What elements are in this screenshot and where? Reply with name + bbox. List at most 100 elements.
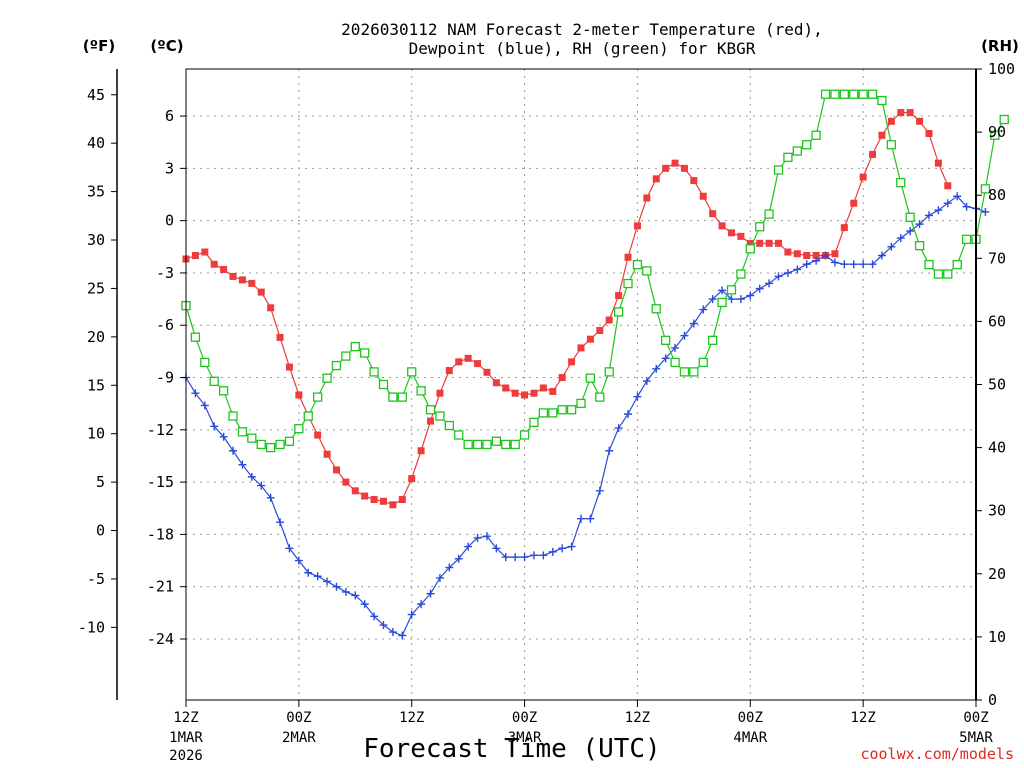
dewpoint-point <box>915 220 924 229</box>
dewpoint-point <box>586 514 595 523</box>
dewpoint-point <box>614 424 623 433</box>
rh-tick-label: 20 <box>988 565 1006 583</box>
temperature-point <box>417 447 425 455</box>
rh-point <box>322 373 332 383</box>
rh-point <box>886 140 897 150</box>
temperature-point <box>210 260 218 268</box>
fahrenheit-tick-label: 25 <box>87 279 105 297</box>
dewpoint-point <box>887 242 896 251</box>
rh-point <box>764 209 774 219</box>
rh-point <box>566 405 577 415</box>
dewpoint-point <box>464 542 473 551</box>
temperature-point <box>427 417 435 425</box>
fahrenheit-tick-label: -10 <box>78 618 105 636</box>
rh-point <box>360 348 370 358</box>
rh-point <box>454 430 464 440</box>
dewpoint-point <box>605 446 614 455</box>
temperature-point <box>380 497 387 505</box>
dewpoint-point <box>708 295 717 304</box>
temperature-point <box>436 389 444 397</box>
dewpoint-point <box>774 272 783 281</box>
temperature-point <box>596 326 604 334</box>
x-tick-label-l2: 2MAR <box>282 730 316 746</box>
dewpoint-point <box>746 291 755 300</box>
temperature-point <box>605 316 613 324</box>
rh-point <box>369 367 379 377</box>
rh-point <box>519 430 530 440</box>
temperature-point <box>586 335 594 343</box>
tick-labels: 630-3-6-9-12-15-18-21-244540353025201510… <box>78 60 1015 764</box>
fahrenheit-axis-unit: (ºF) <box>83 37 115 55</box>
rh-line <box>185 93 1005 449</box>
rh-point <box>200 357 210 368</box>
rh-tick-label: 0 <box>988 691 997 709</box>
dewpoint-point <box>661 354 670 363</box>
temperature-point <box>220 265 228 273</box>
rh-point <box>529 417 539 428</box>
dewpoint-point <box>210 422 219 431</box>
temperature-point <box>869 150 877 158</box>
temperature-point <box>624 253 632 261</box>
rh-tick-label: 50 <box>988 376 1006 394</box>
rh-point <box>811 130 821 140</box>
rh-point <box>256 439 266 450</box>
dewpoint-point <box>435 573 444 582</box>
rh-point <box>839 89 849 99</box>
dewpoint-point <box>454 554 463 563</box>
dewpoint-point <box>548 547 557 556</box>
rh-axis-unit: (RH) <box>981 37 1019 55</box>
x-tick-label-l2: 3MAR <box>508 730 542 746</box>
temperature-point <box>361 492 369 500</box>
temperature-point <box>521 391 529 399</box>
rh-point <box>914 241 925 251</box>
temperature-point <box>370 496 378 504</box>
rh-point <box>604 367 614 377</box>
celsius-tick-label: -9 <box>156 369 174 387</box>
fahrenheit-tick-label: 45 <box>87 86 105 104</box>
dewpoint-point <box>323 577 332 586</box>
axes <box>111 68 982 707</box>
fahrenheit-tick-label: 40 <box>87 134 105 152</box>
dewpoint-point <box>840 260 849 269</box>
dewpoint-point <box>736 295 745 304</box>
x-tick-label-l2: 1MAR <box>169 730 203 746</box>
temperature-point <box>652 175 660 183</box>
rh-point <box>275 439 285 450</box>
temperature-point <box>238 276 246 284</box>
dewpoint-point <box>783 268 792 277</box>
plot-frame <box>185 68 977 701</box>
temperature-point <box>511 389 519 397</box>
temperature-point <box>775 239 782 247</box>
temperature-point <box>285 363 293 371</box>
temperature-point <box>492 379 500 387</box>
temperature-point <box>765 239 773 247</box>
dewpoint-point <box>473 533 482 542</box>
temperature-point <box>812 252 820 260</box>
rh-tick-label: 80 <box>988 186 1006 204</box>
temperature-point <box>690 177 698 185</box>
dewpoint-point <box>285 544 294 553</box>
temperature-point <box>539 384 547 392</box>
rh-tick-label: 90 <box>988 123 1006 141</box>
dewpoint-point <box>924 211 933 220</box>
temperature-point <box>389 501 397 509</box>
rh-point <box>378 379 389 390</box>
rh-point <box>407 367 417 377</box>
temperature-point <box>229 272 237 280</box>
dewpoint-point <box>238 460 247 469</box>
dewpoint-point <box>257 481 266 490</box>
rh-point <box>416 386 426 396</box>
dewpoint-point <box>501 553 510 562</box>
fahrenheit-tick-label: 30 <box>87 231 105 249</box>
rh-point <box>726 285 737 295</box>
rh-point <box>877 95 887 106</box>
rh-point <box>557 405 567 415</box>
temperature-point <box>615 292 623 300</box>
dewpoint-point <box>482 532 491 541</box>
rh-point <box>943 269 953 279</box>
dewpoint-point <box>699 305 708 314</box>
temperature-point <box>916 117 924 125</box>
fahrenheit-tick-label: 35 <box>87 183 105 201</box>
x-tick-label-l3: 2026 <box>169 748 203 764</box>
dewpoint-point <box>755 284 764 293</box>
